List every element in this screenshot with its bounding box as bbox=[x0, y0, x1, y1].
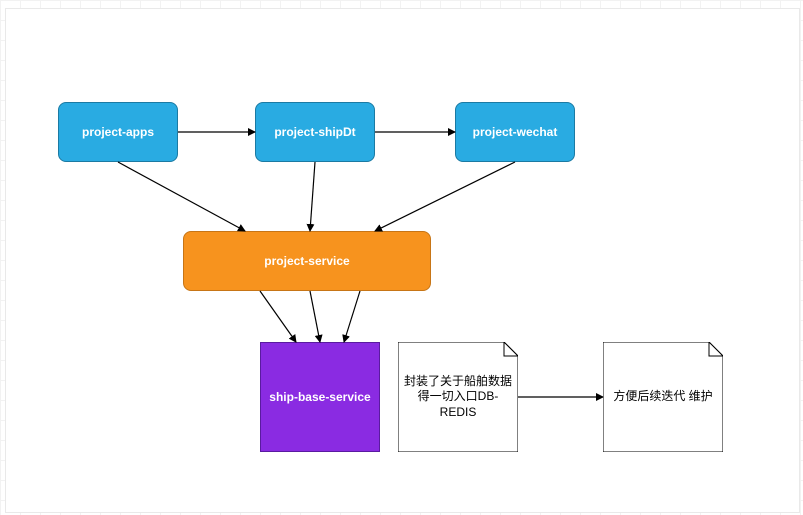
node-label: project-wechat bbox=[473, 125, 558, 139]
node-ship-base-service[interactable]: ship-base-service bbox=[260, 342, 380, 452]
node-project-service[interactable]: project-service bbox=[183, 231, 431, 291]
note-db-redis[interactable]: 封装了关于船舶数据得一切入口DB-REDIS bbox=[398, 342, 518, 452]
node-label: project-service bbox=[264, 254, 349, 268]
node-project-apps[interactable]: project-apps bbox=[58, 102, 178, 162]
note-maintain[interactable]: 方便后续迭代 维护 bbox=[603, 342, 723, 452]
node-label: project-shipDt bbox=[274, 125, 355, 139]
node-project-wechat[interactable]: project-wechat bbox=[455, 102, 575, 162]
note-text: 方便后续迭代 维护 bbox=[609, 348, 717, 446]
note-text: 封装了关于船舶数据得一切入口DB-REDIS bbox=[404, 348, 512, 446]
node-label: project-apps bbox=[82, 125, 154, 139]
node-project-shipdt[interactable]: project-shipDt bbox=[255, 102, 375, 162]
diagram-canvas: project-apps project-shipDt project-wech… bbox=[0, 0, 803, 515]
node-label: ship-base-service bbox=[269, 390, 370, 404]
